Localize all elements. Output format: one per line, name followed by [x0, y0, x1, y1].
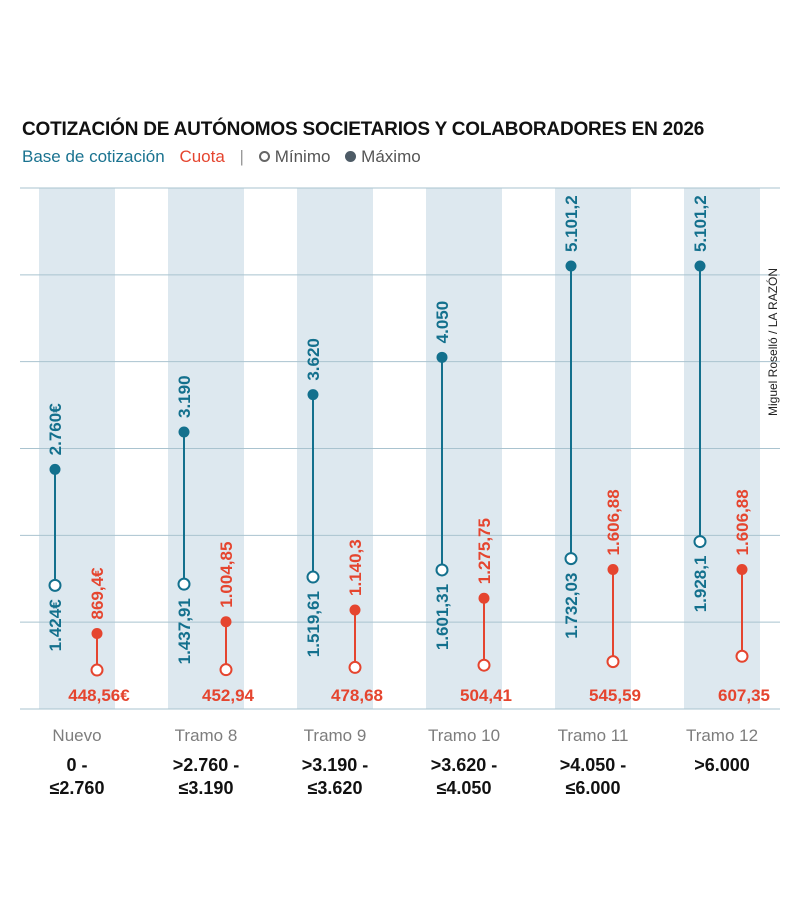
legend-cuota: Cuota	[179, 147, 225, 166]
base-max-point	[178, 426, 190, 438]
base-min-point	[48, 578, 62, 592]
base-min-label: 1.424€	[46, 599, 65, 652]
cuota-min-label: 545,59	[589, 686, 641, 705]
cuota-min-point	[219, 663, 233, 677]
base-min-point	[435, 563, 449, 577]
cuota-max-label: 1.606,88	[604, 489, 623, 555]
cuota-min-point	[606, 655, 620, 669]
category-range-label: >2.760 -	[173, 755, 240, 775]
cuota-max-label: 1.140,3	[346, 539, 365, 596]
base-max-label: 4.050	[433, 301, 452, 344]
category-label: Tramo 8	[175, 726, 238, 745]
base-min-label: 1.437,91	[175, 598, 194, 664]
base-min-point	[177, 577, 191, 591]
legend-base: Base de cotización	[22, 147, 165, 166]
cuota-max-point	[220, 616, 232, 628]
category-range-label: ≤2.760	[50, 778, 105, 798]
base-min-point	[306, 570, 320, 584]
base-max-point	[694, 260, 706, 272]
legend-max: Máximo	[345, 147, 421, 166]
cuota-min-point	[735, 649, 749, 663]
base-max-label: 5.101,2	[562, 195, 581, 252]
category-label: Tramo 10	[428, 726, 500, 745]
category-range-label: >3.620 -	[431, 755, 498, 775]
legend-min: Mínimo	[258, 147, 331, 166]
base-max-label: 5.101,2	[691, 195, 710, 252]
legend-max-label: Máximo	[361, 147, 421, 166]
cuota-max-label: 869,4€	[88, 567, 107, 620]
base-max-point	[307, 389, 319, 401]
cuota-max-label: 1.606,88	[733, 489, 752, 555]
credit-label: Miguel Roselló / LA RAZÓN	[765, 268, 780, 416]
base-max-label: 2.760€	[46, 403, 65, 456]
chart-title: COTIZACIÓN DE AUTÓNOMOS SOCIETARIOS Y CO…	[22, 119, 705, 140]
category-label: Nuevo	[52, 726, 101, 745]
cuota-max-point	[91, 628, 103, 640]
base-min-label: 1.519,61	[304, 591, 323, 657]
category-range-label: >3.190 -	[302, 755, 369, 775]
cuota-min-point	[477, 658, 491, 672]
cuota-min-label: 607,35	[718, 686, 770, 705]
cuota-min-label: 478,68	[331, 686, 383, 705]
cuota-min-label: 452,94	[202, 686, 255, 705]
base-max-point	[565, 260, 577, 272]
cuota-min-label: 504,41	[460, 686, 512, 705]
category-range-label: >4.050 -	[560, 755, 627, 775]
cuota-max-label: 1.004,85	[217, 542, 236, 608]
cuota-min-point	[348, 660, 362, 674]
category-range-label: >6.000	[694, 755, 750, 775]
base-min-point	[564, 552, 578, 566]
category-label: Tramo 12	[686, 726, 758, 745]
cuota-max-point	[607, 563, 619, 575]
category-label: Tramo 11	[558, 726, 629, 745]
category-range-label: ≤3.190	[179, 778, 234, 798]
cuota-max-point	[478, 592, 490, 604]
legend-min-label: Mínimo	[274, 147, 331, 166]
filled-circle-icon	[345, 151, 357, 162]
open-circle-icon	[258, 151, 270, 162]
cuota-min-point	[90, 663, 104, 677]
base-max-label: 3.620	[304, 338, 323, 381]
cuota-max-label: 1.275,75	[475, 518, 494, 584]
base-max-label: 3.190	[175, 375, 194, 418]
category-label: Tramo 9	[304, 726, 367, 745]
base-max-point	[49, 463, 61, 475]
base-max-point	[436, 351, 448, 363]
cuota-max-point	[736, 563, 748, 575]
cuota-max-point	[349, 604, 361, 616]
base-min-label: 1.601,31	[433, 584, 452, 650]
cuota-min-label: 448,56€	[68, 686, 130, 705]
category-range-label: ≤3.620	[308, 778, 363, 798]
base-min-label: 1.732,03	[562, 573, 581, 639]
base-min-label: 1.928,1	[691, 556, 710, 613]
legend: Base de cotización Cuota | Mínimo Máximo	[22, 147, 431, 167]
category-range-label: 0 -	[66, 755, 87, 775]
category-range-label: ≤6.000	[566, 778, 621, 798]
base-min-point	[693, 535, 707, 549]
category-range-label: ≤4.050	[437, 778, 492, 798]
legend-separator: |	[239, 147, 244, 166]
